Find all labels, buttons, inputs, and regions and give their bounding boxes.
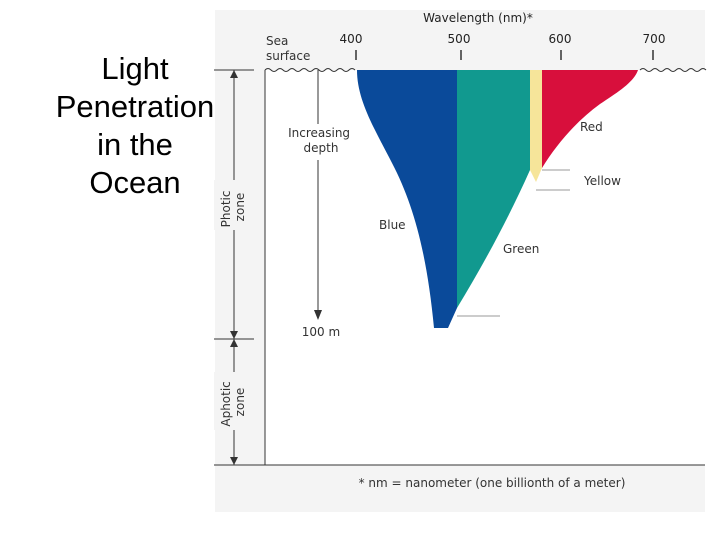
depth-arrowhead: [314, 310, 322, 320]
slide-title: Light Penetration in the Ocean: [30, 50, 240, 202]
title-line: Ocean: [89, 165, 181, 200]
sea-surface-line: Sea: [266, 34, 288, 48]
arrowhead: [230, 339, 238, 347]
sea-surface-line-wave: [264, 68, 707, 72]
arrowhead: [230, 70, 238, 78]
sea-surface-line: surface: [266, 49, 310, 63]
depth-marker-label: 100 m: [302, 325, 340, 339]
red-band-label: Red: [580, 120, 603, 134]
arrowhead: [230, 331, 238, 339]
aphotic-zone-line: Aphotic: [219, 381, 233, 426]
photic-zone-label: Photic zone: [219, 187, 247, 228]
footnote: * nm = nanometer (one billionth of a met…: [359, 476, 626, 490]
yellow-band-label: Yellow: [583, 174, 621, 188]
arrowhead: [230, 457, 238, 465]
aphotic-label-bg: [214, 372, 254, 430]
increasing-depth-line: depth: [304, 141, 339, 155]
aphotic-zone-label: Aphotic zone: [219, 377, 247, 426]
green-light-band: [457, 70, 530, 308]
tick-label-600: 600: [549, 32, 572, 46]
yellow-light-band: [530, 70, 542, 182]
title-line: Penetration: [55, 89, 215, 124]
blue-band-label: Blue: [379, 218, 406, 232]
title-line: in the: [97, 127, 173, 162]
increasing-depth-line: Increasing: [288, 126, 350, 140]
tick-label-700: 700: [643, 32, 666, 46]
photic-zone-line: zone: [233, 193, 247, 222]
red-light-band: [542, 70, 638, 168]
blue-light-band: [357, 70, 457, 328]
green-band-label: Green: [503, 242, 539, 256]
depth-label-bg: [290, 124, 350, 160]
sea-surface-label: Sea surface: [266, 34, 310, 63]
aphotic-zone-line: zone: [233, 388, 247, 417]
photic-zone-line: Photic: [219, 191, 233, 228]
title-line: Light: [101, 51, 169, 86]
tick-label-400: 400: [340, 32, 363, 46]
axis-title: Wavelength (nm)*: [423, 11, 533, 25]
photic-label-bg: [214, 180, 254, 230]
increasing-depth-label: Increasing depth: [288, 126, 354, 155]
tick-label-500: 500: [448, 32, 471, 46]
